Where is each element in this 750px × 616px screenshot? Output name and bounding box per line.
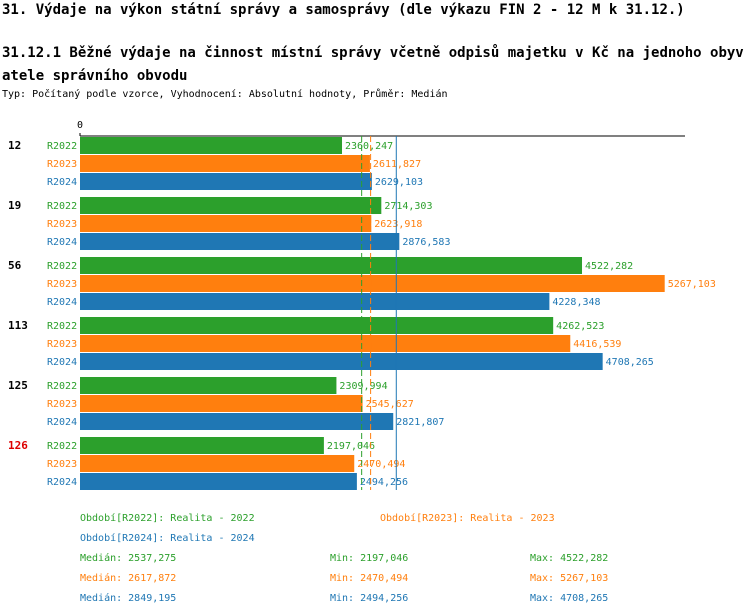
value-label-R2022-126: 2197,046 xyxy=(327,441,375,452)
series-label-R2023-56: R2023 xyxy=(47,279,77,290)
bar-R2023-113 xyxy=(80,335,571,352)
series-label-R2024-126: R2024 xyxy=(47,477,77,488)
stat-max-2024: Max: 4708,265 xyxy=(530,593,609,604)
bar-R2023-126 xyxy=(80,455,355,472)
section-title: 31. Výdaje na výkon státní správy a samo… xyxy=(2,2,685,18)
value-label-R2024-12: 2629,103 xyxy=(375,177,423,188)
bar-R2023-56 xyxy=(80,275,665,292)
category-label-56: 56 xyxy=(8,259,22,272)
legend-period-2024: Období[R2024]: Realita - 2024 xyxy=(80,533,255,544)
bar-R2024-113 xyxy=(80,353,603,370)
stat-max-2023: Max: 5267,103 xyxy=(530,573,609,584)
value-label-R2023-56: 5267,103 xyxy=(668,279,716,290)
series-label-R2023-12: R2023 xyxy=(47,159,77,170)
stat-min-2022: Min: 2197,046 xyxy=(330,553,409,564)
series-label-R2024-113: R2024 xyxy=(47,357,77,368)
bar-R2022-125 xyxy=(80,377,337,394)
chart-type-info: Typ: Počítaný podle vzorce, Vyhodnocení:… xyxy=(2,89,448,100)
series-label-R2023-126: R2023 xyxy=(47,459,77,470)
category-label-125: 125 xyxy=(8,379,28,392)
category-label-113: 113 xyxy=(8,319,28,332)
series-label-R2022-125: R2022 xyxy=(47,381,77,392)
value-label-R2022-12: 2360,247 xyxy=(345,141,393,152)
legend-period-2023: Období[R2023]: Realita - 2023 xyxy=(380,513,555,524)
value-label-R2022-56: 4522,282 xyxy=(585,261,633,272)
stat-median-2022: Medián: 2537,275 xyxy=(80,553,177,564)
stat-min-2024: Min: 2494,256 xyxy=(330,593,409,604)
bar-R2022-56 xyxy=(80,257,583,274)
category-label-12: 12 xyxy=(8,139,21,152)
bar-R2024-19 xyxy=(80,233,400,250)
value-label-R2023-113: 4416,539 xyxy=(573,339,621,350)
series-label-R2022-12: R2022 xyxy=(47,141,77,152)
bar-R2023-125 xyxy=(80,395,363,412)
bar-R2023-19 xyxy=(80,215,372,232)
bar-R2022-126 xyxy=(80,437,324,454)
legend-period-2022: Období[R2022]: Realita - 2022 xyxy=(80,513,255,524)
bar-chart: 0 12 R2022 2360,247 R2023 2611,827 R2024 2629,1… xyxy=(8,120,716,490)
bar-R2023-12 xyxy=(80,155,370,172)
value-label-R2022-125: 2309,994 xyxy=(339,381,387,392)
value-label-R2023-126: 2470,494 xyxy=(357,459,405,470)
value-label-R2023-12: 2611,827 xyxy=(373,159,421,170)
series-label-R2022-126: R2022 xyxy=(47,441,77,452)
bar-R2024-56 xyxy=(80,293,550,310)
value-label-R2024-56: 4228,348 xyxy=(552,297,600,308)
stat-median-2023: Medián: 2617,872 xyxy=(80,573,177,584)
bar-R2024-126 xyxy=(80,473,357,490)
series-label-R2024-56: R2024 xyxy=(47,297,77,308)
value-label-R2022-113: 4262,523 xyxy=(556,321,604,332)
chart-title: 31.12.1 Běžné výdaje na činnost místní s… xyxy=(2,45,744,84)
value-label-R2024-113: 4708,265 xyxy=(606,357,654,368)
series-label-R2024-125: R2024 xyxy=(47,417,77,428)
series-label-R2023-113: R2023 xyxy=(47,339,77,350)
bar-R2022-19 xyxy=(80,197,382,214)
value-label-R2023-19: 2623,918 xyxy=(374,219,422,230)
series-label-R2022-19: R2022 xyxy=(47,201,77,212)
value-label-R2023-125: 2545,627 xyxy=(366,399,414,410)
stat-max-2022: Max: 4522,282 xyxy=(530,553,609,564)
series-label-R2023-19: R2023 xyxy=(47,219,77,230)
bar-R2022-12 xyxy=(80,137,343,154)
value-label-R2024-126: 2494,256 xyxy=(360,477,408,488)
value-label-R2024-19: 2876,583 xyxy=(402,237,450,248)
category-label-19: 19 xyxy=(8,199,21,212)
series-label-R2024-19: R2024 xyxy=(47,237,77,248)
value-label-R2022-19: 2714,303 xyxy=(384,201,432,212)
value-label-R2024-125: 2821,807 xyxy=(396,417,444,428)
series-label-R2022-113: R2022 xyxy=(47,321,77,332)
bar-R2022-113 xyxy=(80,317,554,334)
series-label-R2023-125: R2023 xyxy=(47,399,77,410)
bar-R2024-125 xyxy=(80,413,394,430)
series-label-R2024-12: R2024 xyxy=(47,177,77,188)
bar-R2024-12 xyxy=(80,173,372,190)
x-axis-zero-label: 0 xyxy=(77,120,83,131)
series-label-R2022-56: R2022 xyxy=(47,261,77,272)
category-label-126: 126 xyxy=(8,439,28,452)
stat-min-2023: Min: 2470,494 xyxy=(330,573,409,584)
stat-median-2024: Medián: 2849,195 xyxy=(80,593,177,604)
